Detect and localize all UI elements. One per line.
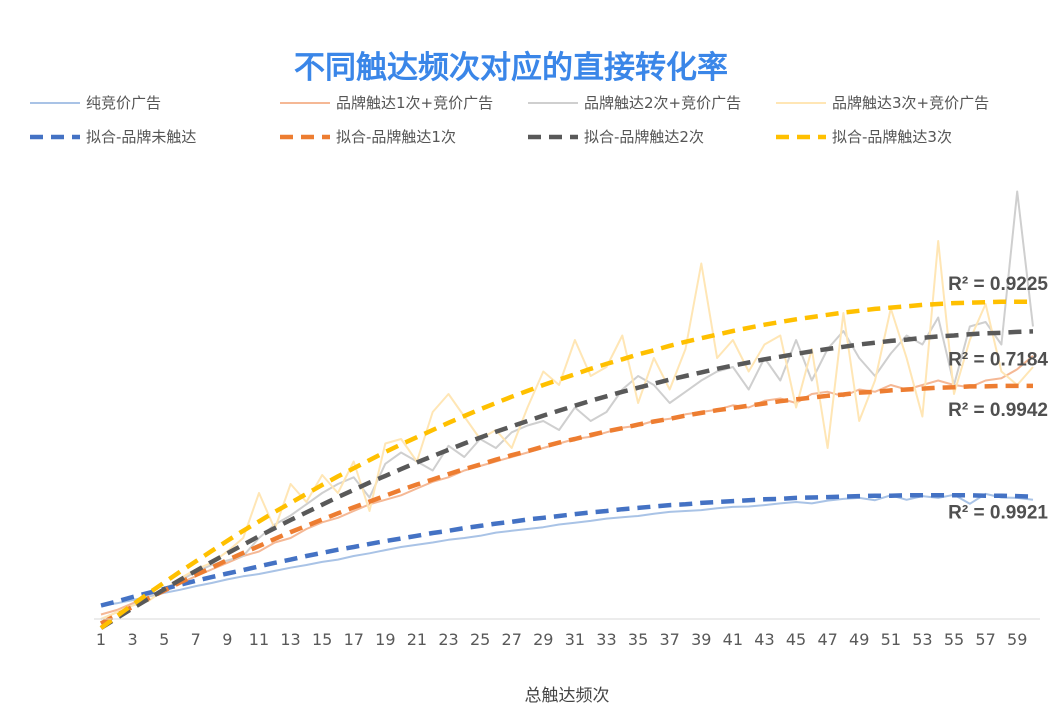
x-tick-35: 35 <box>628 630 648 649</box>
x-tick-9: 9 <box>222 630 232 649</box>
x-tick-39: 39 <box>691 630 711 649</box>
x-tick-49: 49 <box>849 630 869 649</box>
r2-annotations: R² = 0.9225 R² = 0.7184 R² = 0.9942 R² = 0.… <box>948 274 1048 524</box>
x-tick-53: 53 <box>912 630 932 649</box>
x-tick-25: 25 <box>470 630 490 649</box>
x-tick-51: 51 <box>881 630 901 649</box>
x-tick-1: 1 <box>96 630 106 649</box>
legend-label-3: 品牌触达2次+竞价广告 <box>584 94 741 112</box>
x-tick-41: 41 <box>723 630 743 649</box>
x-tick-47: 47 <box>817 630 837 649</box>
series-layer <box>99 190 1034 630</box>
series-line-8 <box>99 299 1033 630</box>
x-tick-15: 15 <box>312 630 332 649</box>
series-line-6 <box>99 383 1033 626</box>
series-line-4 <box>100 240 1034 620</box>
x-tick-17: 17 <box>344 630 364 649</box>
x-tick-33: 33 <box>596 630 616 649</box>
x-tick-57: 57 <box>975 630 995 649</box>
legend-label-6: 拟合-品牌触达1次 <box>336 128 456 146</box>
series-line-1 <box>100 492 1034 607</box>
x-tick-59: 59 <box>1007 630 1027 649</box>
r2-annotation-1: R² = 0.9225 <box>948 274 1048 295</box>
x-tick-3: 3 <box>127 630 137 649</box>
x-tick-7: 7 <box>191 630 201 649</box>
legend-label-1: 纯竞价广告 <box>86 94 161 112</box>
x-tick-29: 29 <box>533 630 553 649</box>
x-tick-23: 23 <box>438 630 458 649</box>
legend-label-5: 拟合-品牌未触达 <box>86 128 196 146</box>
legend-label-7: 拟合-品牌触达2次 <box>584 128 704 146</box>
legend-label-4: 品牌触达3次+竞价广告 <box>832 94 989 112</box>
legend-label-8: 拟合-品牌触达3次 <box>832 128 952 146</box>
x-tick-43: 43 <box>754 630 774 649</box>
legend: 纯竞价广告 品牌触达1次+竞价广告 品牌触达2次+竞价广告 品牌触达3次+竞价广告拟合… <box>30 94 989 146</box>
x-tick-37: 37 <box>659 630 679 649</box>
legend-label-2: 品牌触达1次+竞价广告 <box>336 94 493 112</box>
x-axis-label: 总触达频次 <box>525 686 610 706</box>
series-line-5 <box>100 493 1034 608</box>
x-tick-27: 27 <box>502 630 522 649</box>
r2-annotation-2: R² = 0.7184 <box>948 349 1048 370</box>
chart-title: 不同触达频次对应的直接转化率 <box>294 50 728 86</box>
x-tick-labels: 1 3 5 7 9 11 13 15 17 19 21 23 25 27 29 31 33 35 37 39 41 43 4… <box>96 630 1027 649</box>
x-tick-11: 11 <box>249 630 269 649</box>
x-tick-13: 13 <box>280 630 300 649</box>
x-tick-21: 21 <box>407 630 427 649</box>
x-tick-19: 19 <box>375 630 395 649</box>
series-line-2 <box>100 355 1034 616</box>
x-tick-45: 45 <box>786 630 806 649</box>
x-tick-31: 31 <box>565 630 585 649</box>
r2-annotation-3: R² = 0.9942 <box>948 400 1048 421</box>
r2-annotation-4: R² = 0.9921 <box>948 503 1048 524</box>
series-line-7 <box>99 329 1034 630</box>
x-tick-5: 5 <box>159 630 169 649</box>
x-tick-55: 55 <box>944 630 964 649</box>
